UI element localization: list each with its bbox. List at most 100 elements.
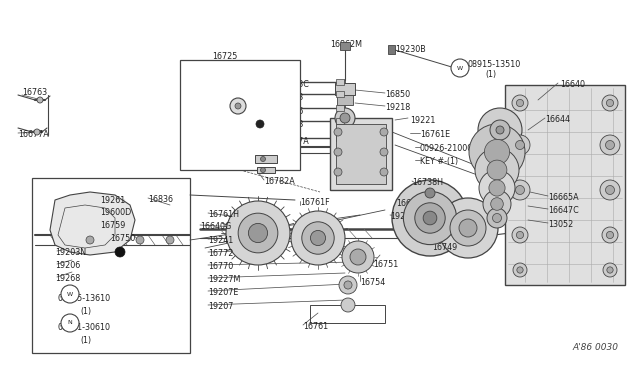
Circle shape [517,267,523,273]
Text: A'86 0030: A'86 0030 [572,343,618,352]
Bar [337,95,353,105]
Circle shape [256,120,264,128]
Circle shape [291,211,345,265]
Circle shape [302,222,334,254]
Text: 19203N: 19203N [55,248,86,257]
Text: 00926-21000: 00926-21000 [420,144,473,153]
Text: 19217A: 19217A [265,120,296,129]
Text: 19261: 19261 [100,196,125,205]
Circle shape [490,120,510,140]
Circle shape [238,213,278,253]
Bar [32,178,190,353]
Bar [388,45,395,54]
Circle shape [496,126,504,134]
Bar [255,155,277,163]
Text: 19241: 19241 [208,236,233,245]
Circle shape [380,148,388,156]
Circle shape [392,180,468,256]
Circle shape [607,99,614,107]
Bar [310,305,385,323]
Circle shape [475,148,519,192]
Text: 16761H: 16761H [208,210,239,219]
Circle shape [513,263,527,277]
Text: 19207E: 19207E [208,288,238,297]
Bar [340,42,350,50]
Circle shape [516,231,524,238]
Circle shape [484,140,509,164]
Bar [335,83,355,95]
Text: 16767A: 16767A [278,137,308,146]
Text: (1): (1) [80,336,91,345]
Circle shape [235,103,241,109]
Text: 08915-13510: 08915-13510 [468,60,521,69]
Circle shape [260,167,266,173]
Text: 16830A: 16830A [268,98,298,107]
Circle shape [423,211,437,225]
Text: 16751: 16751 [373,260,398,269]
Circle shape [248,224,268,243]
Text: 08915-13610: 08915-13610 [58,294,111,303]
Bar [501,170,507,200]
Text: 19227M: 19227M [208,275,241,284]
Circle shape [515,186,525,195]
Text: 16738H: 16738H [412,178,443,187]
Circle shape [600,135,620,155]
Bar [330,118,392,190]
Circle shape [344,281,352,289]
Circle shape [516,99,524,107]
Text: 16754: 16754 [360,278,385,287]
Circle shape [450,210,486,246]
Circle shape [341,298,355,312]
Circle shape [602,95,618,111]
Text: 16711M: 16711M [200,163,232,172]
Text: 16638G: 16638G [396,199,428,208]
Circle shape [334,148,342,156]
Text: 19240: 19240 [390,212,415,221]
Text: 13052: 13052 [548,220,573,229]
Text: 16677A: 16677A [18,130,49,139]
Circle shape [260,157,266,161]
Bar [336,91,344,97]
Circle shape [438,198,498,258]
Circle shape [605,141,614,150]
Text: 19207: 19207 [208,302,234,311]
Text: 16778: 16778 [278,120,303,129]
Circle shape [489,180,505,196]
Text: 19363: 19363 [218,133,243,142]
Circle shape [61,285,79,303]
Circle shape [403,192,456,245]
Circle shape [37,97,43,103]
Circle shape [459,219,477,237]
Text: (1): (1) [80,307,91,316]
Circle shape [605,186,614,195]
Text: 16773: 16773 [278,93,303,102]
Text: 16836: 16836 [148,195,173,204]
Circle shape [512,95,528,111]
Circle shape [487,160,507,180]
Circle shape [493,214,502,222]
Bar [180,60,300,170]
Circle shape [86,236,94,244]
Text: 19206: 19206 [55,261,80,270]
Text: 16647C: 16647C [548,206,579,215]
Circle shape [425,188,435,198]
Circle shape [487,208,507,228]
Circle shape [380,168,388,176]
Text: 16761: 16761 [303,322,328,331]
Circle shape [483,190,511,218]
Text: 16850: 16850 [385,90,410,99]
Circle shape [340,113,350,123]
Text: 16772: 16772 [208,249,234,258]
Circle shape [339,276,357,294]
Circle shape [451,59,469,77]
Text: 16773C: 16773C [278,80,309,89]
Text: 16770: 16770 [208,262,233,271]
Text: KEY #-(1): KEY #-(1) [420,157,458,166]
Circle shape [603,263,617,277]
Circle shape [335,108,355,128]
Text: 16782A: 16782A [264,177,295,186]
Circle shape [310,230,326,246]
Text: 16776: 16776 [278,107,303,116]
Text: 16749: 16749 [432,243,457,252]
Bar [505,85,625,285]
